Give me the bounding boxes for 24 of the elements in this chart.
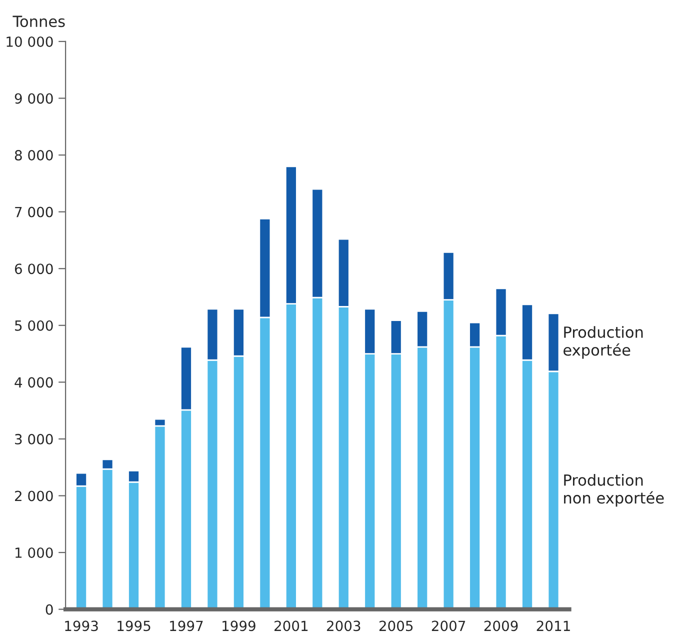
x-tick-label: 2001 — [274, 620, 308, 632]
x-tick-label: 2003 — [326, 620, 360, 632]
x-tick-label: 1995 — [118, 620, 150, 632]
x-tick-label: 1999 — [222, 620, 256, 632]
x-tick-label: 2005 — [379, 620, 413, 632]
y-axis-title: Tonnes — [12, 16, 65, 28]
y-tick-label: 2 000 — [15, 490, 53, 502]
y-tick-label: 10 000 — [6, 36, 53, 47]
series-label: Production non exportée — [564, 474, 664, 507]
y-tick-label: 3 000 — [15, 434, 53, 444]
y-tick-label: 7 000 — [15, 206, 53, 218]
x-tick-label: 1993 — [65, 620, 98, 632]
x-tick-label: 1997 — [170, 620, 203, 632]
y-tick-label: 5 000 — [15, 320, 53, 331]
series-label: Production exportée — [564, 326, 643, 359]
x-tick-label: 2007 — [432, 620, 466, 632]
x-tick-label: 2011 — [536, 620, 570, 632]
y-tick-label: 9 000 — [14, 93, 53, 104]
x-tick-label: 2009 — [484, 620, 518, 632]
y-tick-label: 6 000 — [14, 264, 53, 274]
y-tick-label: 1 000 — [16, 547, 53, 558]
y-tick-label: 0 — [46, 604, 53, 615]
y-tick-label: 8 000 — [14, 150, 53, 161]
y-tick-label: 4 000 — [14, 377, 53, 388]
